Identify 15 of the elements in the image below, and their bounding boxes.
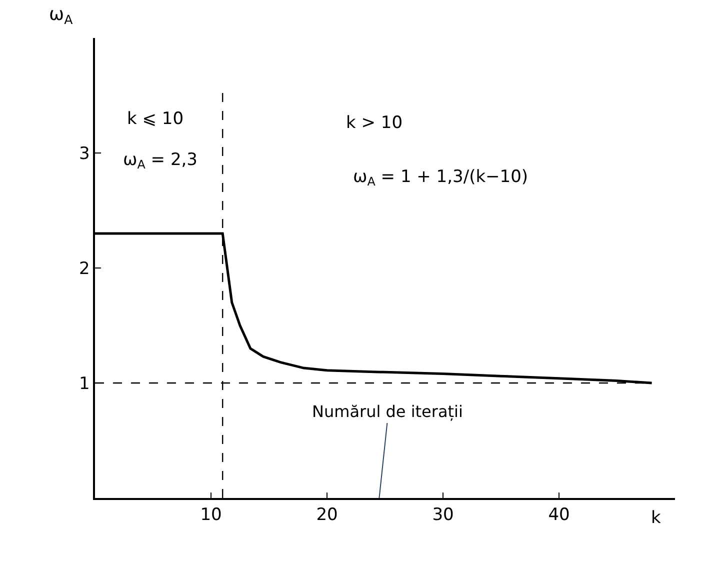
x-tick-label: 30 <box>432 505 454 526</box>
x-axis-title: k <box>651 508 661 528</box>
y-axis-title: ω$_{A}$ <box>123 150 146 172</box>
text: ω$_{A}$ <box>49 4 73 27</box>
y-tick-label: 2 <box>79 258 90 279</box>
y-tick-label: 1 <box>79 374 90 394</box>
annotation: Numărul de iterații <box>312 402 463 421</box>
y-tick-label: 3 <box>79 144 90 164</box>
x-tick-label: 20 <box>316 505 338 526</box>
annotation: k > 10 <box>346 113 403 133</box>
x-tick-label: 40 <box>548 505 570 526</box>
annotation: k ⩽ 10 <box>127 109 184 129</box>
text: = 2,3 <box>150 150 198 170</box>
x-tick-label: 10 <box>200 505 222 526</box>
annotation: ω$_{A}$ = 1 + 1,3/(k−10) <box>353 167 528 189</box>
